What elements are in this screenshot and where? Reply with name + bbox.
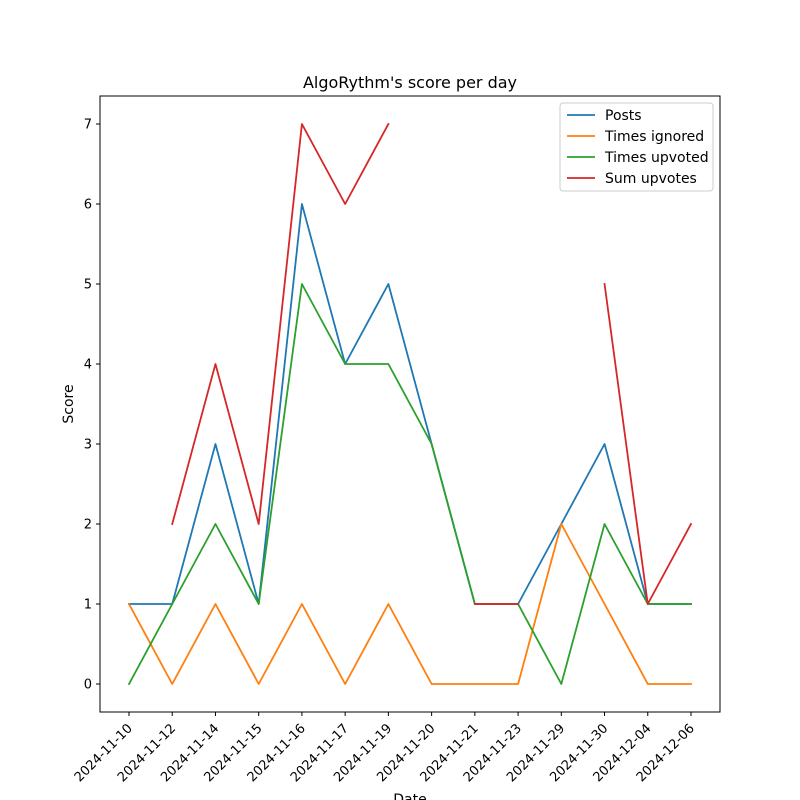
series-line-times-ignored-1 — [127, 523, 692, 685]
y-tick-label: 7 — [84, 118, 92, 133]
y-tick-label: 1 — [84, 598, 92, 613]
x-axis-label: Date — [393, 792, 426, 800]
legend-label-times-ignored: Times ignored — [604, 129, 704, 145]
y-tick-label: 2 — [84, 518, 92, 533]
chart-title: AlgoRythm's score per day — [303, 73, 517, 92]
y-tick-label: 0 — [84, 678, 92, 693]
legend-box — [559, 102, 714, 192]
series-line-posts-1 — [128, 203, 692, 605]
series-line-sum-upvotes-3 — [603, 282, 693, 605]
y-tick-label: 6 — [84, 198, 92, 213]
series-line-sum-upvotes-1 — [171, 122, 390, 526]
y-tick-label: 5 — [84, 278, 92, 293]
y-axis: 0 1 2 3 4 5 6 7 — [84, 118, 100, 693]
plot-frame — [99, 95, 721, 713]
y-axis-label: Score — [61, 384, 77, 423]
y-tick-label: 4 — [84, 358, 92, 373]
series-line-times-upvoted-1 — [127, 283, 692, 686]
y-tick-label: 3 — [84, 438, 92, 453]
legend-label-posts: Posts — [605, 108, 642, 124]
legend: Posts Times ignored Times upvoted Sum upvot… — [559, 102, 714, 192]
plot-lines — [127, 122, 693, 686]
x-axis: 2024-11-102024-11-122024-11-142024-11-15… — [72, 712, 698, 785]
legend-label-times-upvoted: Times upvoted — [604, 150, 709, 166]
legend-label-sum-upvotes: Sum upvotes — [605, 171, 697, 187]
